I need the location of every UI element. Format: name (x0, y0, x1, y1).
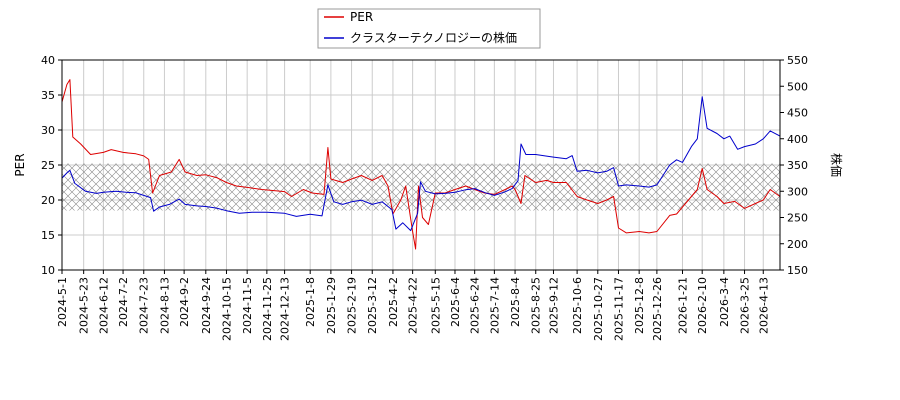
series-line-per (61, 79, 781, 250)
legend-label-per: PER (350, 10, 373, 24)
x-tick-label: 2025-10-27 (592, 277, 605, 341)
x-tick-label: 2025-9-12 (547, 277, 560, 334)
x-tick-label: 2025-6-4 (449, 277, 462, 327)
x-tick-label: 2026-3-4 (718, 277, 731, 327)
x-tick-label: 2025-4-22 (407, 277, 420, 334)
x-tick-label: 2024-9-2 (178, 277, 191, 327)
x-tick-label: 2025-3-12 (366, 277, 379, 334)
x-tick-label: 2024-10-15 (220, 277, 233, 341)
x-tick-label: 2024-9-24 (200, 277, 213, 334)
axes: 10 15 20 25 30 35 40 150 200 250 300 350 400 450 500 55… (41, 54, 808, 341)
x-tick-label: 2025-8-4 (509, 277, 522, 327)
x-tick-label: 2025-6-24 (469, 277, 482, 334)
y-tick-label-left: 25 (41, 159, 55, 172)
x-tick-label: 2024-11-5 (241, 277, 254, 334)
legend-label-price: クラスターテクノロジーの株価 (350, 30, 517, 45)
y-tick-label-left: 30 (41, 124, 55, 137)
x-tick-label: 2025-10-6 (571, 277, 584, 334)
y-tick-label-right: 550 (787, 54, 808, 67)
x-tick-label: 2024-12-13 (279, 277, 292, 341)
series-line-price (61, 96, 781, 232)
y-tick-label-right: 150 (787, 264, 808, 277)
legend: PER クラスターテクノロジーの株価 (317, 8, 541, 49)
series-layer (61, 79, 781, 250)
x-tick-label: 2025-7-14 (488, 277, 501, 334)
x-tick-label: 2025-8-25 (530, 277, 543, 334)
y-axis-label-right: 株価 (829, 153, 844, 177)
y-tick-label-left: 35 (41, 89, 55, 102)
y-tick-label-right: 350 (787, 159, 808, 172)
x-tick-label: 2025-2-19 (346, 277, 359, 334)
x-tick-label: 2025-12-26 (651, 277, 664, 341)
x-tick-label: 2025-11-17 (612, 277, 625, 341)
y-tick-label-right: 450 (787, 107, 808, 120)
x-tick-label: 2024-5-1 (56, 277, 69, 327)
x-tick-label: 2025-1-29 (325, 277, 338, 334)
y-tick-label-right: 200 (787, 238, 808, 251)
y-axis-label-left: PER (13, 153, 27, 176)
x-tick-label: 2024-8-13 (158, 277, 171, 334)
y-tick-label-right: 250 (787, 212, 808, 225)
x-tick-label: 2024-7-2 (117, 277, 130, 327)
y-tick-label-left: 20 (41, 194, 55, 207)
x-tick-label: 2024-5-23 (78, 277, 91, 334)
x-tick-label: 2026-4-13 (757, 277, 770, 334)
x-tick-label: 2025-5-15 (429, 277, 442, 334)
y-tick-label-left: 15 (41, 229, 55, 242)
x-tick-label: 2026-2-10 (696, 277, 709, 334)
x-tick-label: 2025-4-2 (387, 277, 400, 327)
legend-box (317, 8, 541, 49)
x-tick-label: 2025-1-8 (304, 277, 317, 327)
y-tick-label-right: 400 (787, 133, 808, 146)
x-tick-label: 2026-3-25 (739, 277, 752, 334)
x-tick-label: 2026-1-21 (676, 277, 689, 334)
x-tick-label: 2025-12-8 (633, 277, 646, 334)
y-tick-label-left: 40 (41, 54, 55, 67)
x-tick-label: 2024-7-23 (138, 277, 151, 334)
x-tick-label: 2024-6-12 (97, 277, 110, 334)
y-tick-label-left: 10 (41, 264, 55, 277)
x-tick-label: 2024-11-25 (261, 277, 274, 341)
y-tick-label-right: 500 (787, 80, 808, 93)
y-tick-label-right: 300 (787, 185, 808, 198)
